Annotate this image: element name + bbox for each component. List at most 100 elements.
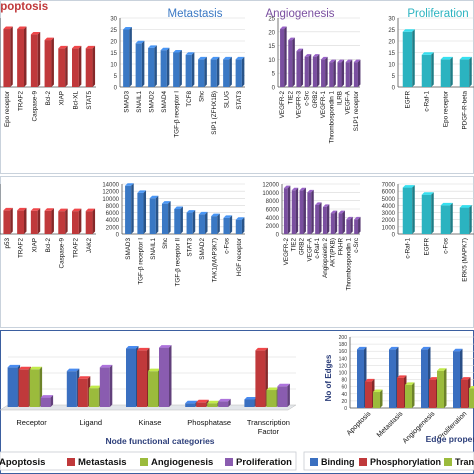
bar-face bbox=[389, 349, 396, 408]
x-tick-label: VEGFR-3 bbox=[296, 91, 303, 119]
bar bbox=[211, 213, 220, 234]
bar-side bbox=[154, 45, 157, 87]
x-tick-label: Thrombospondin 1 bbox=[345, 238, 352, 291]
bar-face bbox=[88, 388, 99, 407]
bar-face bbox=[421, 194, 432, 234]
bar-face bbox=[30, 210, 38, 234]
legend-left: Apoptosis Metastasis Angiogenesis Prolifera… bbox=[0, 451, 297, 471]
y-tick-label: 200 bbox=[339, 335, 348, 341]
bar-top bbox=[137, 190, 147, 193]
x-tick-label: Metastasis bbox=[376, 410, 405, 439]
bar-side bbox=[431, 192, 434, 234]
x-tick-label: TAK1(MAP3K7) bbox=[211, 238, 218, 282]
bar-side bbox=[10, 207, 13, 234]
bar-top bbox=[58, 45, 68, 49]
bar-top bbox=[296, 48, 304, 52]
bar-top bbox=[17, 207, 27, 211]
bar-face bbox=[137, 350, 147, 407]
legend-label: Angiogenesis bbox=[151, 457, 213, 468]
bar-face bbox=[469, 388, 474, 408]
bar-side bbox=[216, 56, 220, 87]
x-tick-label: SMAD3 bbox=[125, 238, 132, 260]
x-tick-label: SIP1 (ZFHX1B) bbox=[211, 91, 218, 135]
y-tick-label: 25 bbox=[388, 28, 395, 34]
bar-face bbox=[17, 29, 24, 87]
bar-side bbox=[316, 54, 320, 87]
bar bbox=[459, 205, 472, 234]
bar-face bbox=[461, 379, 468, 408]
y-tick-label: 0 bbox=[272, 86, 276, 92]
bar-top bbox=[312, 54, 320, 57]
x-tick-label: Factor bbox=[258, 427, 280, 436]
bar-top bbox=[207, 400, 220, 404]
x-tick-label: Bcl-XL bbox=[72, 91, 79, 110]
bar-top bbox=[288, 37, 295, 41]
bar-side bbox=[450, 202, 453, 234]
bar-face bbox=[421, 349, 428, 408]
bar-side bbox=[179, 50, 182, 87]
bar-face bbox=[315, 204, 320, 234]
bar-top bbox=[72, 45, 82, 49]
x-tick-label: SMAD2 bbox=[148, 91, 155, 113]
bar-side bbox=[37, 32, 41, 87]
bar-face bbox=[337, 62, 342, 87]
y-tick-label: 160 bbox=[339, 349, 348, 355]
bar-side bbox=[141, 40, 145, 87]
bar-face bbox=[321, 59, 326, 87]
bar-top bbox=[174, 206, 183, 209]
y-tick-label: 10000 bbox=[102, 197, 119, 203]
bar-top bbox=[211, 213, 220, 217]
bar-top bbox=[88, 385, 102, 389]
bar bbox=[312, 54, 320, 87]
bar-face bbox=[211, 216, 218, 234]
bar bbox=[304, 54, 312, 87]
bar-face bbox=[440, 59, 451, 87]
bar-face bbox=[161, 203, 169, 234]
bar-side bbox=[450, 56, 453, 87]
y-tick-label: 4000 bbox=[382, 204, 396, 210]
bar-face bbox=[66, 371, 77, 407]
bar-face bbox=[77, 378, 88, 407]
bar bbox=[186, 210, 196, 234]
bar bbox=[85, 45, 96, 87]
bar bbox=[346, 216, 353, 234]
x-tick-label: AKT(PKB) bbox=[330, 238, 337, 267]
x-tick-label: TRAF2 bbox=[18, 238, 25, 258]
bar bbox=[72, 45, 82, 87]
bar-face bbox=[266, 390, 277, 407]
bar-side bbox=[334, 210, 338, 234]
bar-face bbox=[244, 399, 255, 407]
bar-face bbox=[307, 192, 312, 234]
bar-face bbox=[149, 198, 156, 234]
bar bbox=[223, 215, 233, 234]
bar-face bbox=[99, 367, 110, 407]
bar-side bbox=[50, 395, 54, 407]
bar-top bbox=[18, 366, 32, 370]
bar-side bbox=[311, 189, 314, 234]
bar bbox=[40, 395, 54, 407]
y-tick-label: 20 bbox=[341, 399, 347, 405]
y-tick-label: 5 bbox=[392, 74, 396, 80]
y-tick-label: 20 bbox=[268, 30, 275, 36]
y-tick-label: 0 bbox=[116, 233, 120, 239]
legend-box bbox=[303, 451, 474, 471]
bar-face bbox=[185, 403, 196, 407]
bar-side bbox=[205, 211, 208, 234]
bar-side bbox=[350, 216, 353, 234]
y-tick-label: 140 bbox=[339, 356, 348, 362]
bar-top bbox=[315, 202, 322, 205]
bar-face bbox=[196, 402, 207, 407]
bar-side bbox=[10, 26, 13, 87]
x-tick-label: SMAD3 bbox=[123, 91, 130, 113]
bar-side bbox=[51, 37, 54, 87]
bar bbox=[198, 56, 207, 87]
bar bbox=[235, 217, 245, 234]
bar-face bbox=[440, 205, 451, 234]
bar-top bbox=[453, 348, 463, 352]
bar-face bbox=[186, 212, 193, 234]
bar-face bbox=[296, 51, 301, 87]
bar bbox=[437, 368, 447, 408]
bar-top bbox=[85, 45, 96, 49]
bar-top bbox=[421, 52, 434, 55]
